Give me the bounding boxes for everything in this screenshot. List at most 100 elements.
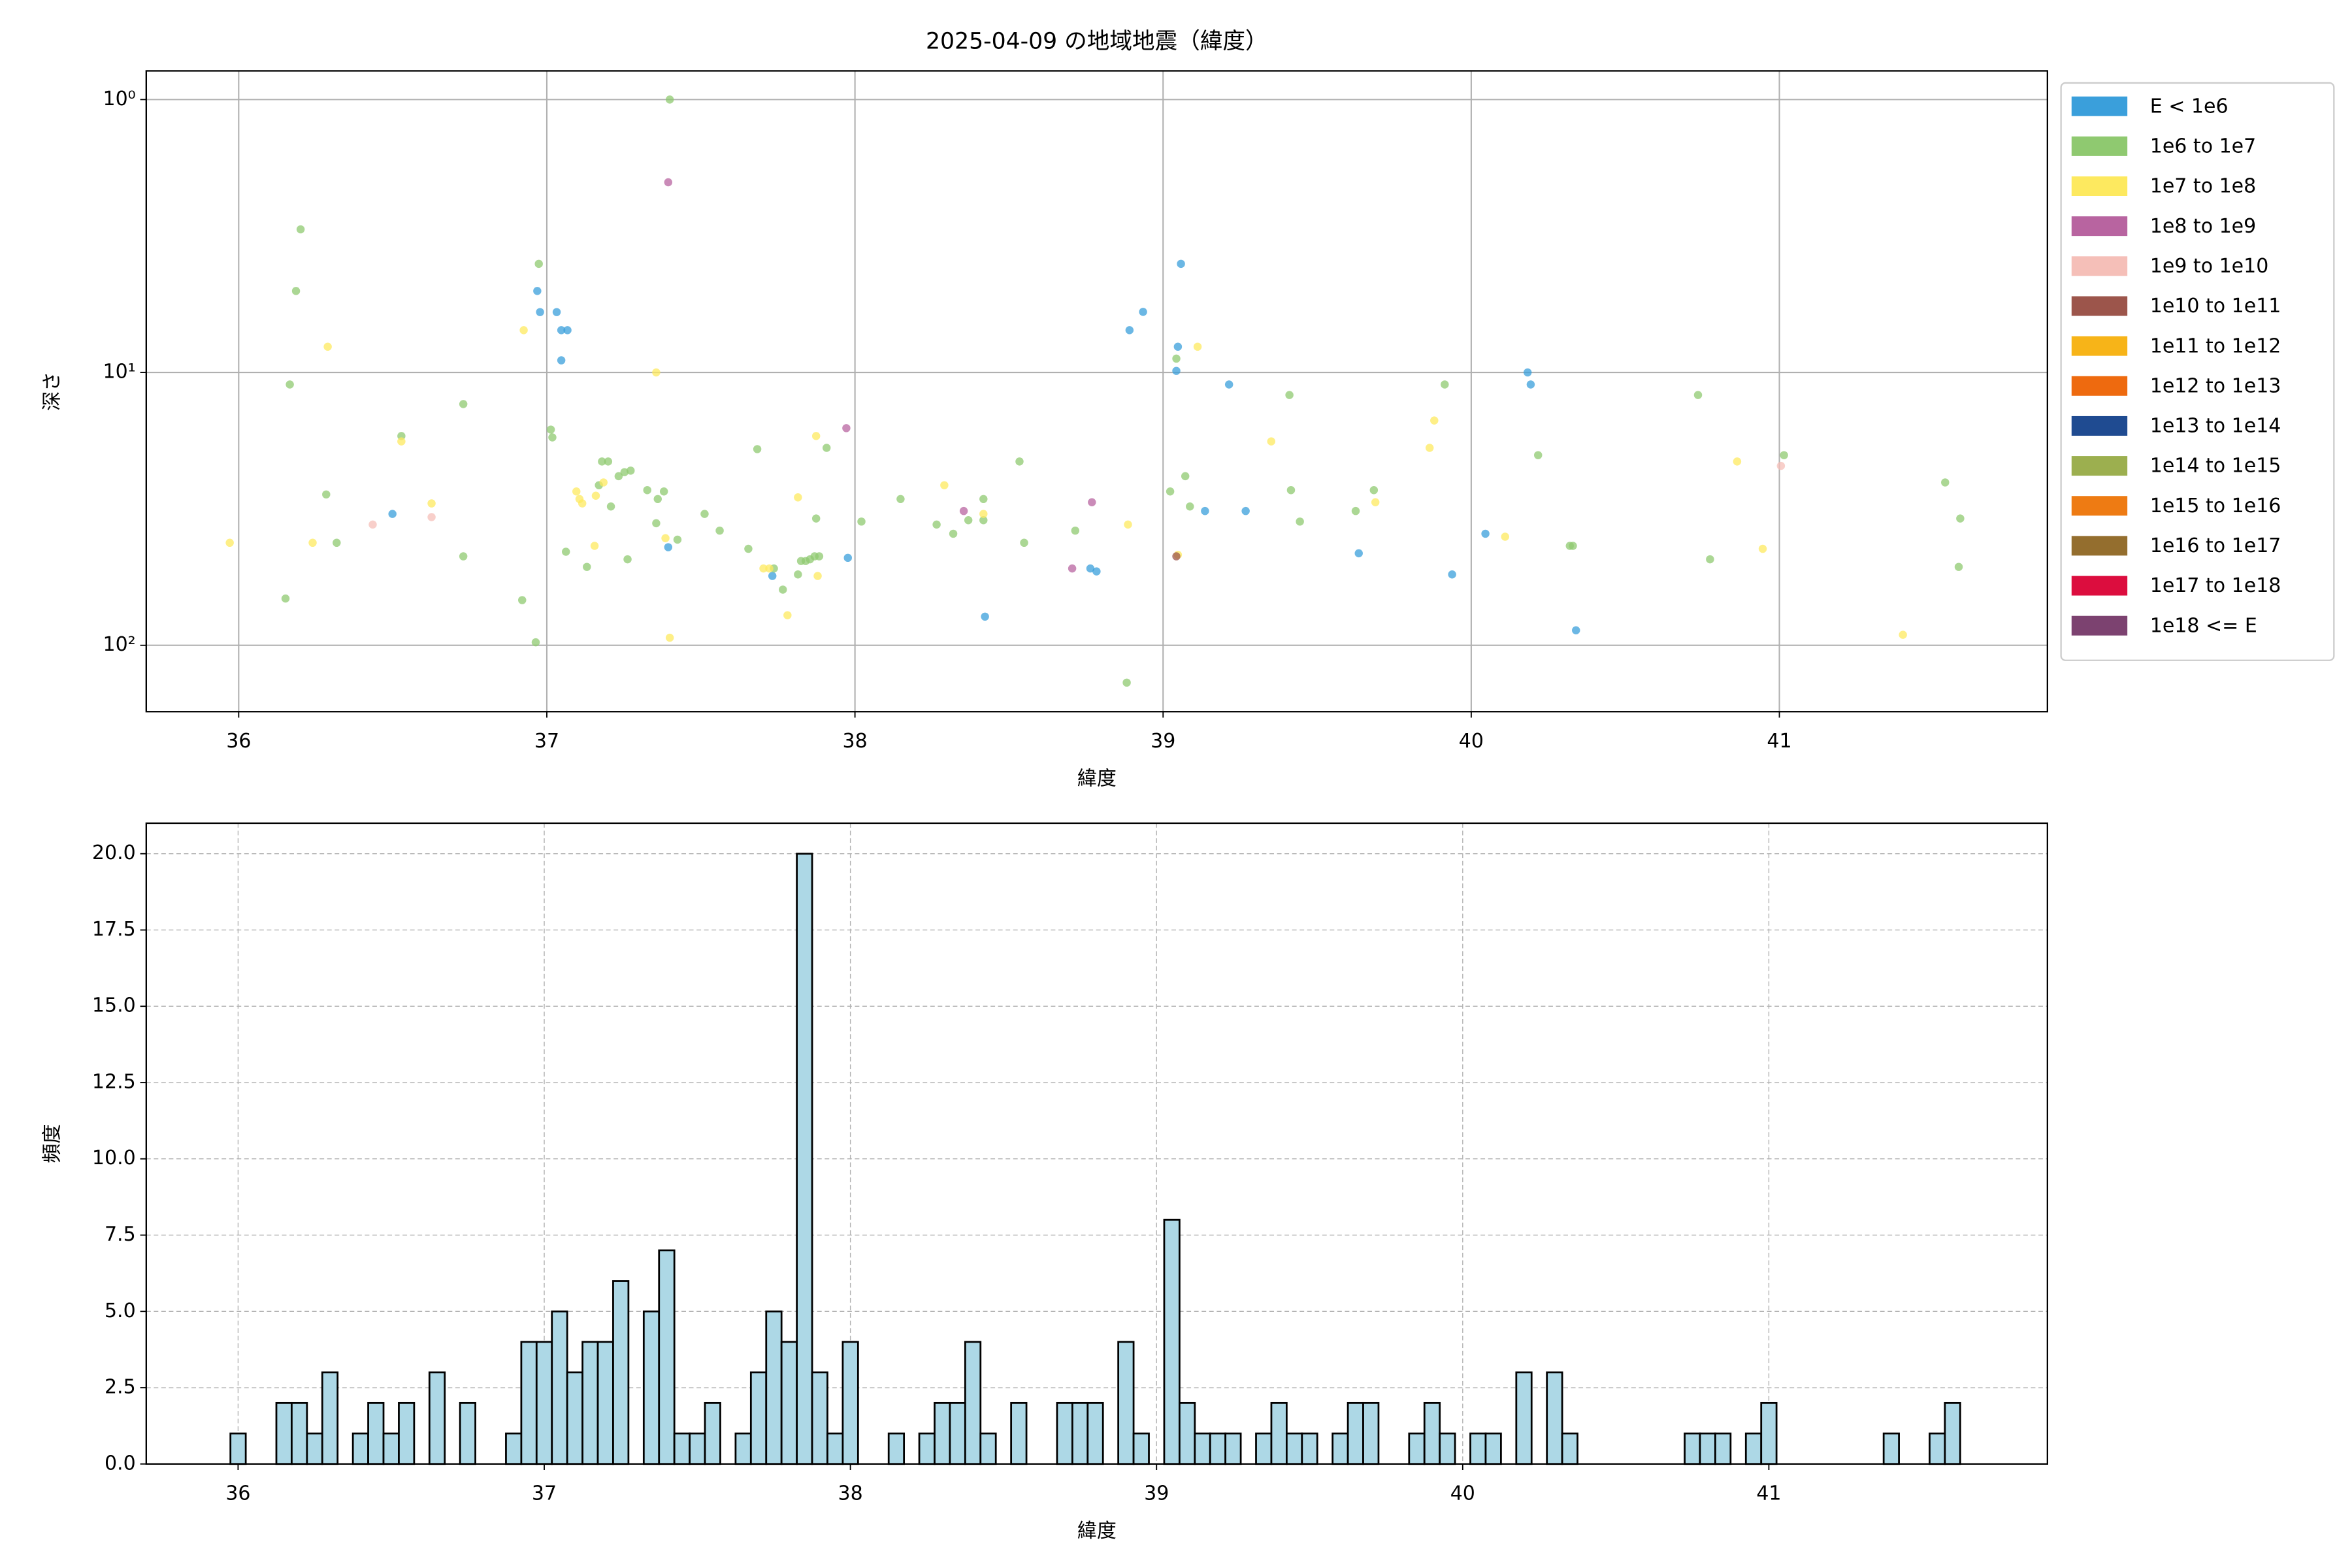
- scatter-point: [979, 495, 988, 504]
- histogram-bar: [1331, 1432, 1349, 1465]
- legend-swatch: [2071, 96, 2128, 116]
- scatter-point: [1015, 457, 1024, 466]
- scatter-point: [583, 563, 591, 571]
- scatter-point: [578, 499, 587, 508]
- y-tick-label: 7.5: [105, 1223, 136, 1246]
- legend-swatch: [2071, 336, 2128, 356]
- scatter-point: [552, 308, 561, 316]
- histogram-bar: [918, 1432, 936, 1465]
- scatter-point: [225, 538, 234, 547]
- histogram-bar: [1255, 1432, 1273, 1465]
- scatter-point: [665, 633, 674, 642]
- histogram-bar: [367, 1401, 385, 1465]
- scatter-point: [548, 433, 557, 442]
- scatter-point: [1172, 367, 1181, 375]
- y-axis-label: 深さ: [41, 372, 63, 411]
- scatter-point: [1899, 630, 1907, 639]
- scatter-point: [563, 326, 572, 335]
- scatter-point: [1430, 416, 1439, 425]
- histogram-bar: [1469, 1432, 1487, 1465]
- histogram-bar: [1163, 1218, 1181, 1465]
- scatter-point: [664, 543, 673, 551]
- scatter-point: [1286, 485, 1296, 495]
- histogram-bar: [1546, 1371, 1563, 1465]
- histogram-bar: [979, 1432, 997, 1465]
- histogram-bar: [1224, 1432, 1242, 1465]
- scatter-point: [1071, 526, 1080, 535]
- scatter-point: [1776, 461, 1786, 470]
- legend-label: 1e17 to 1e18: [2150, 574, 2281, 597]
- histogram-bar: [796, 853, 813, 1465]
- histogram-bar: [1408, 1432, 1426, 1465]
- y-axis-label: 頻度: [41, 1124, 63, 1163]
- histogram-bar: [1929, 1432, 1946, 1465]
- legend-label: 1e16 to 1e17: [2150, 534, 2281, 557]
- x-tick-label: 36: [226, 730, 251, 753]
- histogram-bar: [689, 1432, 706, 1465]
- histogram-bar: [887, 1432, 906, 1465]
- histogram-bar: [382, 1432, 400, 1465]
- scatter-point: [1693, 391, 1703, 399]
- histogram-bar: [1714, 1432, 1732, 1465]
- scatter-point: [427, 513, 436, 521]
- histogram-bar: [1132, 1432, 1150, 1465]
- scatter-point: [1088, 498, 1096, 506]
- histogram-bar: [306, 1432, 323, 1465]
- scatter-point: [368, 520, 377, 529]
- scatter-point: [427, 499, 436, 508]
- histogram-bar: [749, 1371, 768, 1465]
- histogram-bar: [704, 1401, 721, 1465]
- scatter-point: [1020, 538, 1028, 547]
- scatter-point: [1296, 517, 1304, 526]
- scatter-point: [1780, 451, 1788, 459]
- histogram-bar: [291, 1401, 308, 1465]
- scatter-point: [1201, 506, 1209, 515]
- histogram-bar: [535, 1341, 553, 1465]
- histogram-bar: [428, 1371, 446, 1465]
- scatter-point: [308, 538, 317, 547]
- histogram-bar: [505, 1432, 523, 1465]
- scatter-point: [572, 487, 581, 496]
- scatter-point: [643, 485, 651, 495]
- scatter-point: [620, 468, 629, 476]
- scatter-point: [531, 638, 540, 647]
- histogram-bar: [1699, 1432, 1716, 1465]
- scatter-point: [1172, 354, 1181, 363]
- scatter-point: [627, 466, 635, 475]
- scatter-point: [652, 368, 661, 377]
- scatter-point: [665, 95, 674, 104]
- scatter-point: [614, 472, 623, 481]
- histogram-bar: [734, 1432, 752, 1465]
- scatter-point: [779, 585, 787, 594]
- scatter-point: [1354, 549, 1363, 558]
- histogram-bar: [1944, 1401, 1961, 1465]
- scatter-point: [1193, 342, 1202, 351]
- scatter-point: [1224, 380, 1233, 389]
- histogram-bar: [459, 1401, 476, 1465]
- scatter-point: [1086, 564, 1095, 573]
- scatter-point: [518, 596, 527, 604]
- histogram-bar: [1760, 1401, 1778, 1465]
- legend-label: 1e18 <= E: [2150, 614, 2257, 637]
- legend-label: 1e14 to 1e15: [2150, 455, 2281, 478]
- scatter-point: [794, 570, 802, 579]
- scatter-point: [1285, 391, 1294, 399]
- scatter-point: [606, 502, 615, 511]
- scatter-point: [659, 487, 668, 496]
- scatter-point: [1706, 555, 1714, 564]
- scatter-point: [590, 542, 599, 550]
- scatter-point: [1501, 532, 1509, 541]
- scatter-point: [664, 178, 673, 187]
- y-tick-label: 10¹: [103, 361, 135, 384]
- histogram-bar: [1117, 1341, 1135, 1465]
- scatter-point: [1526, 380, 1535, 389]
- scatter-point: [1351, 506, 1360, 515]
- scatter-point: [1733, 457, 1742, 466]
- histogram-bar: [826, 1432, 844, 1465]
- scatter-point: [1181, 472, 1190, 481]
- scatter-point: [768, 572, 777, 580]
- scatter-point: [1267, 437, 1276, 446]
- scatter-point: [1369, 485, 1379, 495]
- scatter-point: [1139, 308, 1147, 316]
- scatter-point: [1186, 502, 1194, 511]
